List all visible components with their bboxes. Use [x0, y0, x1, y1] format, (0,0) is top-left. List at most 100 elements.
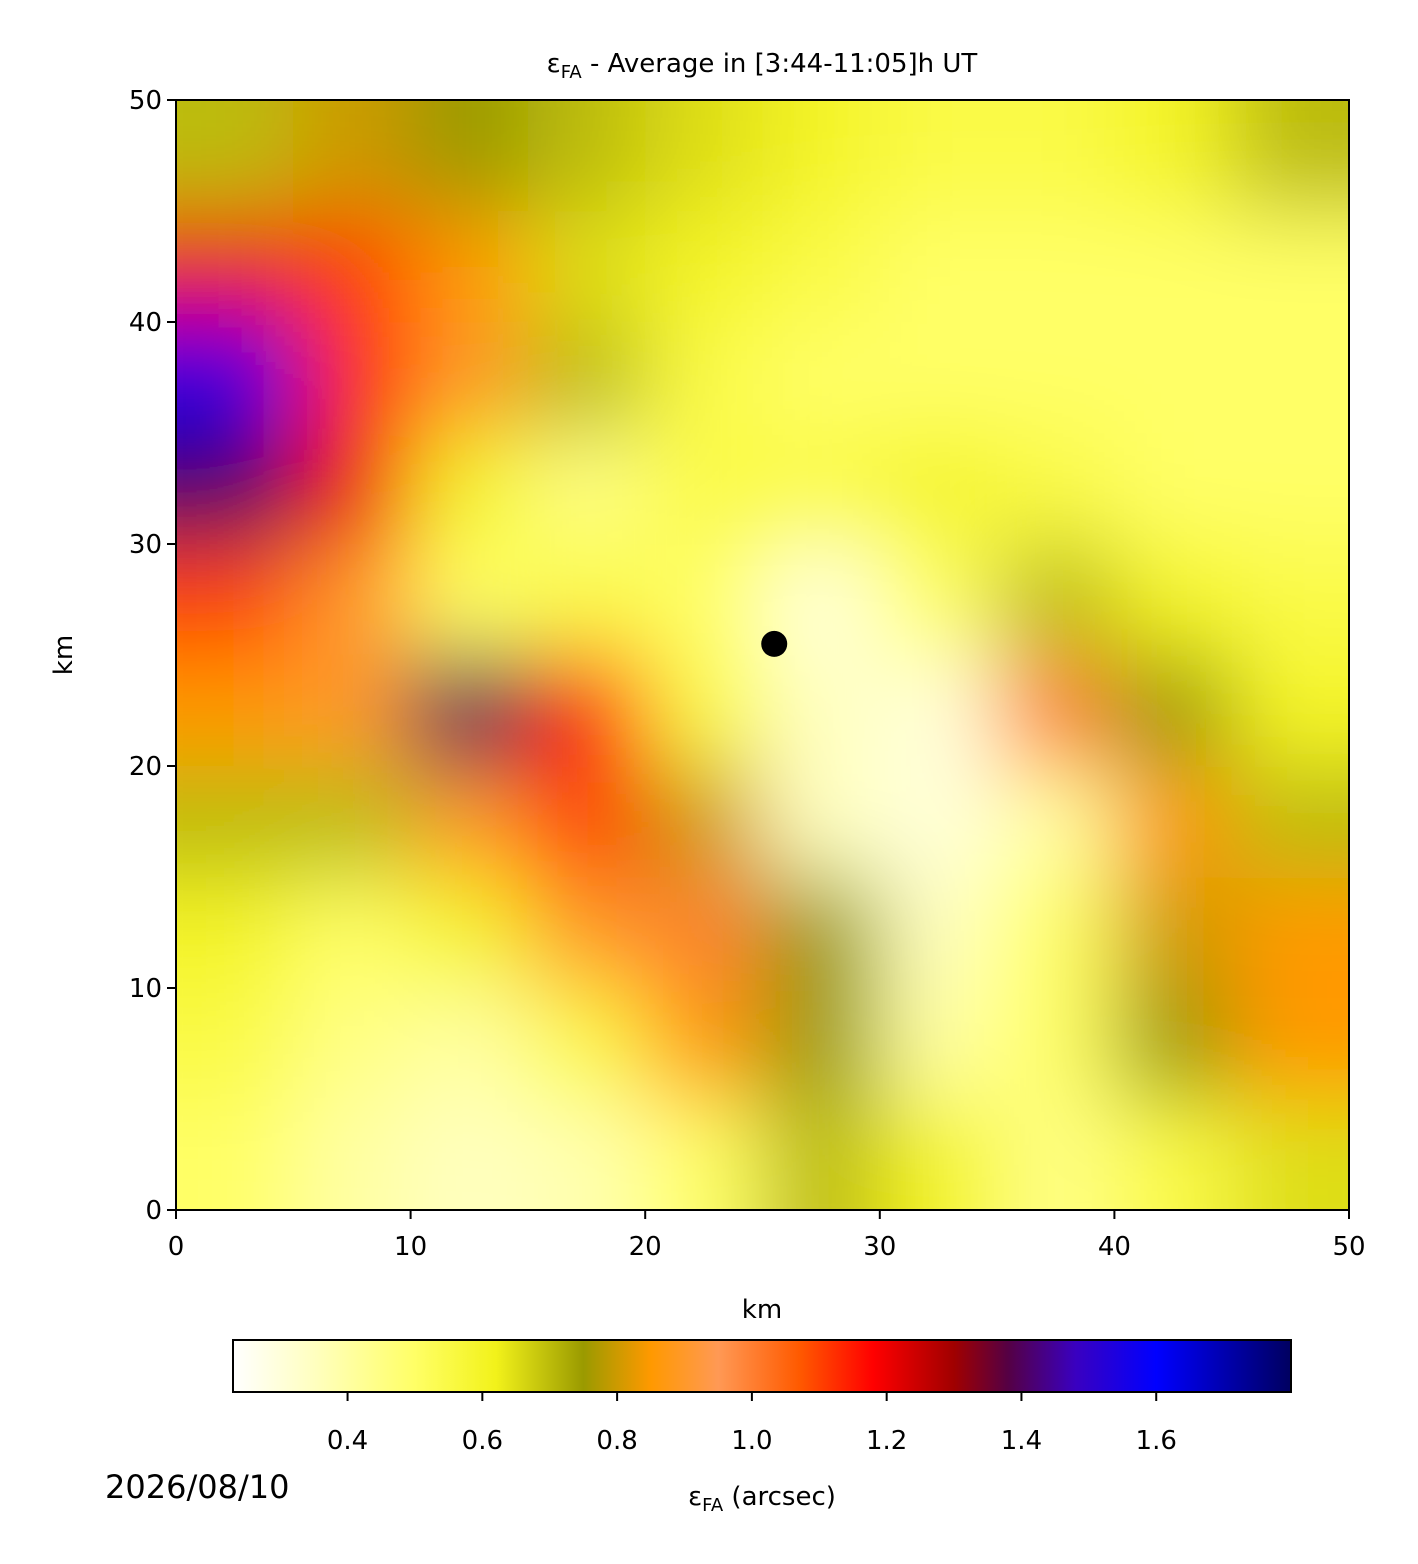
heat-cell: [176, 211, 294, 323]
heat-cell: [410, 544, 529, 656]
chart-title: εFA - Average in [3:44-11:05]h UT: [547, 49, 978, 83]
heat-cell: [1231, 766, 1349, 878]
heat-cell: [293, 1099, 412, 1210]
heat-cell: [645, 655, 763, 767]
y-tick-label: 30: [129, 530, 162, 560]
heat-cell: [527, 544, 646, 656]
y-tick-label: 10: [129, 974, 162, 1004]
heat-cell: [645, 766, 763, 878]
heat-cell: [410, 211, 529, 323]
colorbar-tick-label: 0.8: [596, 1426, 637, 1456]
heat-cell: [762, 877, 881, 989]
heat-cell: [997, 766, 1115, 878]
y-tick-label: 20: [129, 752, 162, 782]
heat-cell: [410, 433, 529, 545]
heat-cell: [527, 433, 646, 545]
heat-cell: [1231, 655, 1349, 767]
heat-cell: [997, 544, 1115, 656]
heat-cell: [1114, 1099, 1233, 1210]
y-tick-label: 0: [145, 1196, 162, 1226]
heat-cell: [527, 100, 646, 212]
colorbar-tick-label: 1.0: [731, 1426, 772, 1456]
heat-cell: [527, 877, 646, 989]
heat-cell: [879, 877, 998, 989]
heat-cell: [645, 877, 763, 989]
heat-cell: [527, 211, 646, 323]
x-tick-label: 10: [394, 1232, 427, 1262]
heat-cell: [293, 988, 412, 1100]
x-axis-label: km: [742, 1295, 782, 1325]
heat-cell: [1114, 211, 1233, 323]
heat-cell: [762, 433, 881, 545]
heat-cell: [293, 544, 412, 656]
heat-cell: [410, 766, 529, 878]
heat-cell: [176, 544, 294, 656]
heat-cell: [1114, 877, 1233, 989]
heat-cell: [1231, 433, 1349, 545]
heat-cell: [176, 766, 294, 878]
heat-cell: [762, 211, 881, 323]
heat-cell: [879, 100, 998, 212]
colorbar-tick-label: 1.6: [1136, 1426, 1177, 1456]
heat-cell: [879, 766, 998, 878]
heat-cell: [176, 433, 294, 545]
heat-cell: [1114, 433, 1233, 545]
heat-cell: [997, 877, 1115, 989]
heat-cell: [293, 322, 412, 434]
colorbar-tick-label: 0.6: [462, 1426, 503, 1456]
heat-cell: [176, 655, 294, 767]
heat-cell: [293, 100, 412, 212]
y-axis-label: km: [49, 635, 79, 675]
y-tick-label: 40: [129, 308, 162, 338]
heat-cell: [527, 988, 646, 1100]
heat-cell: [176, 100, 294, 212]
heat-cell: [645, 100, 763, 212]
colorbar: [232, 1339, 1292, 1393]
heat-cell: [997, 100, 1115, 212]
heat-cell: [762, 1099, 881, 1210]
heat-cell: [879, 655, 998, 767]
heat-cell: [410, 1099, 529, 1210]
x-tick-label: 30: [863, 1232, 896, 1262]
heat-cell: [527, 1099, 646, 1210]
heat-cell: [645, 544, 763, 656]
heat-cell: [1231, 988, 1349, 1100]
heat-cell: [527, 655, 646, 767]
heat-cell: [293, 211, 412, 323]
heat-cell: [762, 655, 881, 767]
x-tick-label: 40: [1098, 1232, 1131, 1262]
heat-cell: [879, 988, 998, 1100]
y-tick-label: 50: [129, 86, 162, 116]
heat-cell: [762, 100, 881, 212]
heat-cell: [645, 211, 763, 323]
colorbar-tick-label: 1.4: [1001, 1426, 1042, 1456]
heat-cell: [527, 322, 646, 434]
heat-cell: [410, 877, 529, 989]
heat-cell: [645, 433, 763, 545]
x-tick-label: 0: [168, 1232, 185, 1262]
heat-cell: [762, 322, 881, 434]
heat-cell: [1231, 544, 1349, 656]
heat-cell: [176, 988, 294, 1100]
x-tick-label: 20: [629, 1232, 662, 1262]
heat-cell: [293, 877, 412, 989]
heat-cell: [410, 322, 529, 434]
heat-cell: [879, 1099, 998, 1210]
heat-cell: [410, 988, 529, 1100]
heat-cell: [1231, 877, 1349, 989]
heat-cell: [1231, 322, 1349, 434]
heat-cell: [176, 877, 294, 989]
field: [176, 100, 1349, 1210]
colorbar-tick-label: 0.4: [327, 1426, 368, 1456]
heat-cell: [410, 655, 529, 767]
heat-cell: [879, 322, 998, 434]
heat-cell: [1114, 100, 1233, 212]
colorbar-label: εFA (arcsec): [688, 1482, 836, 1516]
heat-cell: [645, 322, 763, 434]
heat-cell: [997, 988, 1115, 1100]
heat-cell: [879, 433, 998, 545]
heat-cell: [1231, 100, 1349, 212]
heat-cell: [762, 766, 881, 878]
heat-cell: [879, 544, 998, 656]
